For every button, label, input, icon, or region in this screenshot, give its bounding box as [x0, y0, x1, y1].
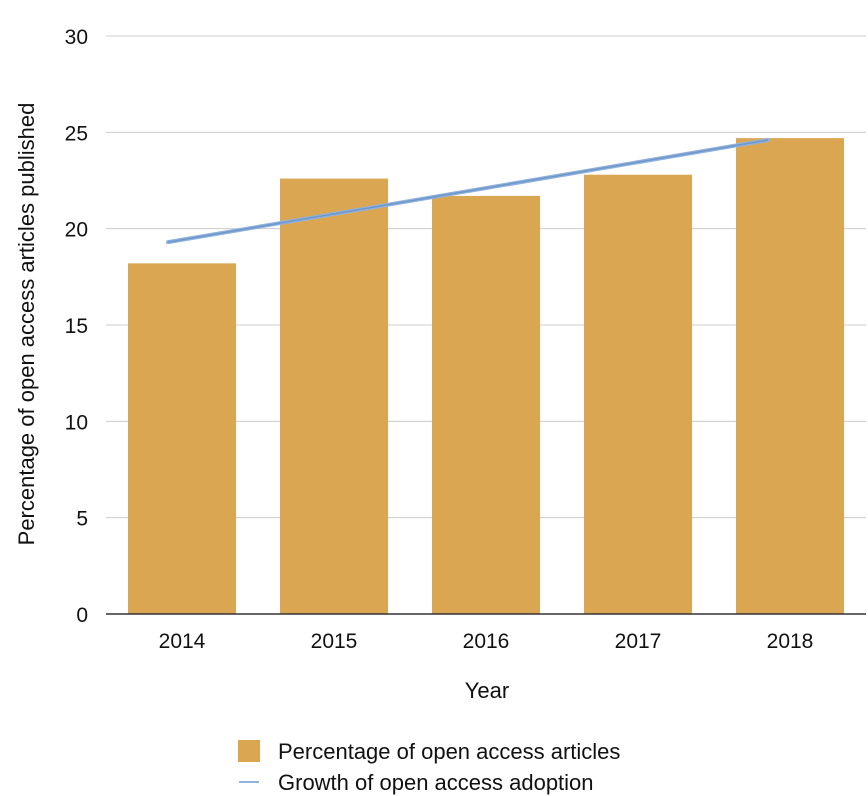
bar-2016 [432, 195, 540, 614]
y-tick-label: 5 [76, 508, 88, 531]
trendline-path [167, 139, 769, 243]
legend-label-bars: Percentage of open access articles [278, 739, 620, 764]
x-axis-title: Year [465, 678, 509, 703]
y-tick-label: 0 [76, 604, 88, 627]
bar-2014 [128, 263, 236, 614]
bars [128, 138, 844, 614]
x-tick-label: 2015 [311, 630, 358, 653]
x-tick-label: 2017 [615, 630, 662, 653]
y-tick-labels: 0 5 10 15 20 25 30 [65, 26, 88, 627]
legend-label-trendline: Growth of open access adoption [278, 770, 594, 795]
x-tick-labels: 2014 2015 2016 2017 2018 [159, 630, 814, 653]
y-tick-label: 30 [65, 26, 88, 49]
x-tick-label: 2018 [767, 630, 814, 653]
bar-2018 [736, 138, 844, 614]
bar-2017 [584, 174, 692, 614]
legend: Percentage of open access articles Growt… [238, 739, 620, 795]
bar-2015 [280, 178, 388, 614]
y-tick-label: 10 [65, 411, 88, 434]
trendline [166, 138, 770, 245]
legend-swatch-bars [238, 740, 260, 762]
y-axis-title: Percentage of open access articles publi… [14, 103, 39, 546]
y-tick-label: 15 [65, 315, 88, 338]
x-tick-label: 2014 [159, 630, 206, 653]
y-tick-label: 20 [65, 219, 88, 242]
y-tick-label: 25 [65, 122, 88, 145]
x-tick-label: 2016 [463, 630, 510, 653]
